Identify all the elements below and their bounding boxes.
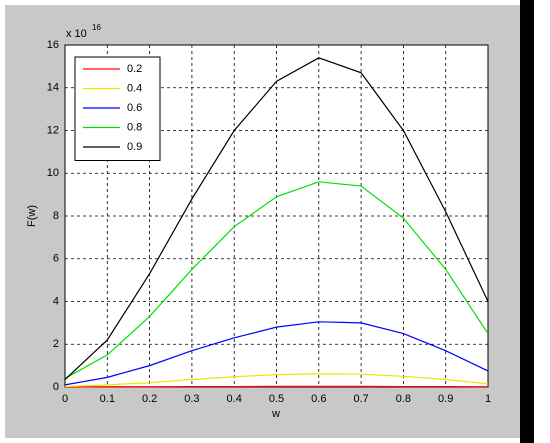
y-multiplier: x 10 bbox=[66, 28, 87, 40]
legend-box bbox=[74, 56, 161, 161]
window-edge bbox=[520, 0, 534, 443]
legend-label: 0.8 bbox=[127, 121, 142, 133]
y-tick-label: 14 bbox=[47, 82, 59, 94]
plot-frame bbox=[64, 44, 489, 388]
series-line bbox=[64, 373, 489, 388]
x-tick-label: 0.4 bbox=[227, 393, 242, 405]
x-axis-label: w bbox=[271, 408, 280, 420]
legend-label: 0.9 bbox=[127, 141, 142, 153]
x-tick-label: 0.3 bbox=[184, 393, 199, 405]
x-tick-label: 1 bbox=[485, 393, 491, 405]
y-tick-label: 2 bbox=[53, 338, 59, 350]
y-tick-label: 10 bbox=[47, 167, 59, 179]
x-tick-label: 0 bbox=[62, 393, 68, 405]
y-tick-label: 16 bbox=[47, 39, 59, 51]
x-tick-label: 0.7 bbox=[353, 393, 368, 405]
series-line bbox=[64, 385, 489, 388]
legend-label: 0.6 bbox=[127, 102, 142, 114]
series-line bbox=[64, 181, 489, 379]
x-tick-label: 0.8 bbox=[396, 393, 411, 405]
x-tick-label: 0.9 bbox=[438, 393, 453, 405]
y-tick-label: 12 bbox=[47, 124, 59, 136]
y-tick-label: 8 bbox=[53, 210, 59, 222]
x-tick-label: 0.2 bbox=[142, 393, 157, 405]
legend-label: 0.4 bbox=[127, 82, 142, 94]
series-line bbox=[64, 321, 489, 386]
y-tick-label: 6 bbox=[53, 253, 59, 265]
y-exponent: 16 bbox=[92, 23, 101, 32]
y-tick-label: 4 bbox=[53, 295, 59, 307]
x-tick-label: 0.6 bbox=[311, 393, 326, 405]
x-tick-label: 0.1 bbox=[100, 393, 115, 405]
legend-label: 0.2 bbox=[127, 63, 142, 75]
y-tick-label: 0 bbox=[53, 381, 59, 393]
x-tick-label: 0.5 bbox=[269, 393, 284, 405]
y-axis-label: F(w) bbox=[26, 205, 38, 227]
series-line bbox=[64, 57, 489, 380]
